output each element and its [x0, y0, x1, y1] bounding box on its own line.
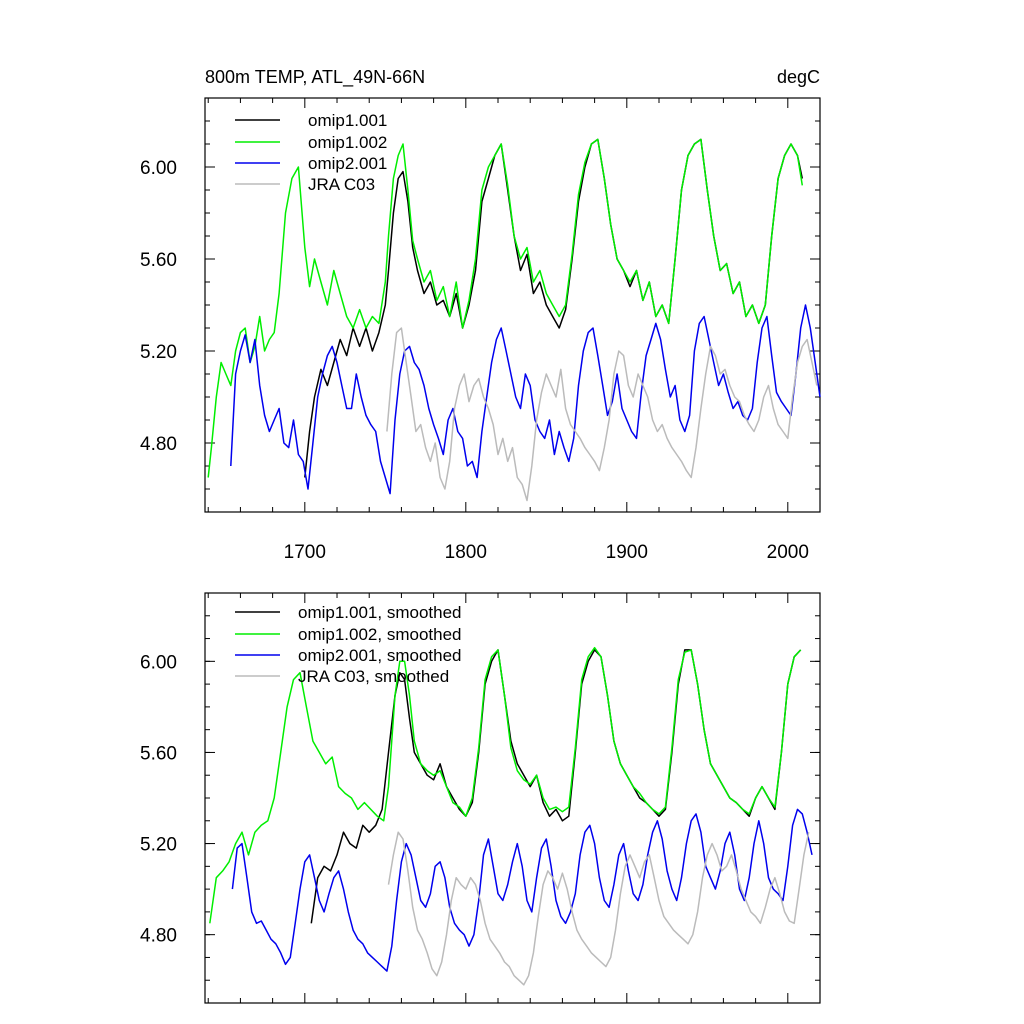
- axis-ticks: [205, 97, 821, 512]
- y-tick-label: 6.00: [140, 158, 177, 179]
- series-line-omip2-001: [230, 304, 821, 495]
- y-tick-label: 4.80: [140, 926, 177, 947]
- series-lines: [207, 138, 821, 502]
- series-line-jra-c03: [386, 327, 818, 502]
- y-tick-label: 5.60: [140, 743, 177, 764]
- axis-ticks: [205, 592, 821, 1003]
- x-tick-label: 1800: [445, 542, 487, 563]
- legend-label: JRA C03, smoothed: [298, 667, 449, 686]
- legend: omip1.001 omip1.002 omip2.001 JRA C03: [235, 111, 387, 194]
- series-line-omip1-001-smoothed: [310, 649, 802, 924]
- y-axis-labels: 4.80 5.20 5.60 6.00: [140, 158, 177, 455]
- y-tick-label: 5.60: [140, 250, 177, 271]
- y-tick-label: 5.20: [140, 835, 177, 856]
- series-line-jra-c03-smoothed: [387, 831, 810, 986]
- y-axis-labels: 4.80 5.20 5.60 6.00: [140, 652, 177, 946]
- legend-label: omip1.002, smoothed: [298, 625, 462, 644]
- chart-title: 800m TEMP, ATL_49N-66N: [205, 67, 425, 88]
- legend-label: omip1.001: [308, 111, 387, 130]
- y-tick-label: 6.00: [140, 652, 177, 673]
- y-tick-label: 5.20: [140, 342, 177, 363]
- legend-label: omip2.001, smoothed: [298, 646, 462, 665]
- top-panel: 800m TEMP, ATL_49N-66N degC 4.80 5.20 5.…: [140, 67, 821, 563]
- y-tick-label: 4.80: [140, 434, 177, 455]
- series-line-omip1-001: [304, 138, 804, 478]
- bottom-panel: 4.80 5.20 5.60 6.00 omip1.001, smoothed …: [140, 592, 821, 1004]
- x-tick-label: 1900: [606, 542, 648, 563]
- x-tick-label: 2000: [767, 542, 809, 563]
- legend-label: omip1.002: [308, 133, 387, 152]
- series-line-omip2-001-smoothed: [231, 808, 813, 972]
- x-axis-labels: 1700 1800 1900 2000: [284, 542, 809, 563]
- series-line-omip1-002: [207, 138, 804, 478]
- series-line-omip1-002-smoothed: [209, 646, 802, 924]
- legend: omip1.001, smoothed omip1.002, smoothed …: [235, 603, 462, 686]
- legend-label: omip2.001: [308, 154, 387, 173]
- legend-label: omip1.001, smoothed: [298, 603, 462, 622]
- units-label: degC: [777, 67, 820, 87]
- legend-label: JRA C03: [308, 175, 375, 194]
- x-tick-label: 1700: [284, 542, 326, 563]
- series-lines: [209, 646, 813, 986]
